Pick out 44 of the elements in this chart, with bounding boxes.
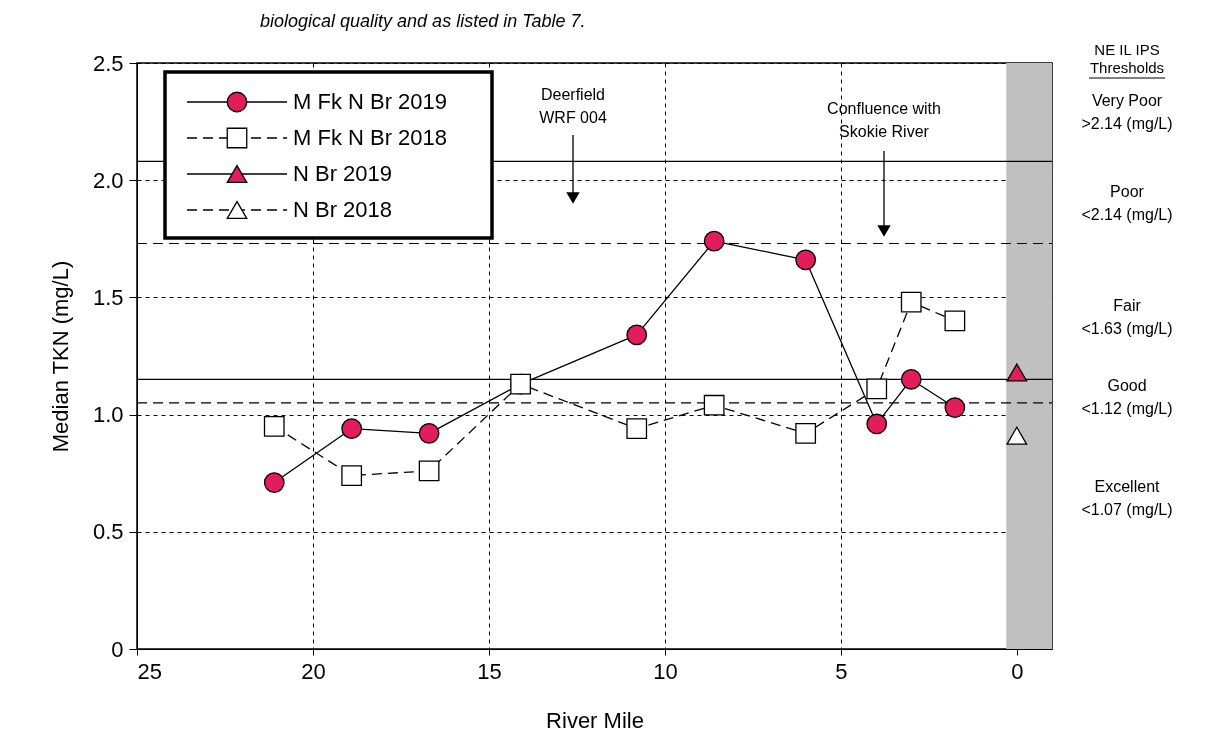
text: Good <1.12 (mg/L) — [1081, 377, 1173, 417]
x-tick-label: 20 — [301, 658, 326, 684]
point — [626, 324, 648, 346]
point — [900, 291, 922, 313]
x-tick-label: 5 — [835, 658, 848, 684]
text: Thresholds — [1089, 59, 1165, 76]
point — [900, 369, 922, 390]
x-tick-label: 10 — [653, 658, 678, 684]
legend-label: N Br 2018 — [293, 197, 393, 222]
x-tick-label: 15 — [477, 658, 502, 684]
point — [866, 413, 888, 435]
point — [418, 422, 440, 444]
point — [944, 397, 966, 418]
y-tick-label: 0.5 — [92, 519, 124, 545]
text: Very Poor >2.14 (mg/L) — [1081, 92, 1173, 132]
legend-label: M Fk N Br 2018 — [293, 125, 448, 150]
text: Poor <2.14 (mg/L) — [1081, 183, 1173, 223]
text: NE IL IPS — [1094, 41, 1160, 58]
point — [1006, 363, 1028, 382]
point — [341, 418, 363, 440]
point — [1006, 426, 1028, 445]
y-tick-label: 0 — [111, 636, 124, 662]
x-tick-label: 0 — [1011, 658, 1024, 684]
point — [263, 415, 285, 437]
y-tick-label: 2.5 — [92, 50, 124, 76]
annotation: Deerfield WRF 004 — [539, 86, 607, 126]
x-axis-title: River Mile — [546, 707, 644, 733]
point — [944, 310, 966, 332]
text: biological quality and as listed in Table 7. — [260, 11, 586, 31]
annotation: Confluence with Skokie River — [827, 100, 941, 140]
legend-label: N Br 2019 — [293, 161, 393, 186]
legend-label: M Fk N Br 2019 — [293, 89, 448, 114]
point — [703, 230, 725, 252]
x-tick-label: 25 — [137, 658, 162, 684]
point — [795, 249, 817, 271]
y-tick-label: 1.5 — [92, 284, 124, 310]
point — [626, 418, 648, 440]
y-tick-label: 1.0 — [92, 402, 124, 428]
y-tick-label: 2.0 — [92, 167, 124, 193]
point — [795, 422, 817, 444]
text: Fair <1.63 (mg/L) — [1081, 297, 1173, 337]
y-axis-title: Median TKN (mg/L) — [47, 260, 73, 453]
point — [263, 472, 285, 493]
text: Excellent <1.07 (mg/L) — [1081, 478, 1173, 518]
